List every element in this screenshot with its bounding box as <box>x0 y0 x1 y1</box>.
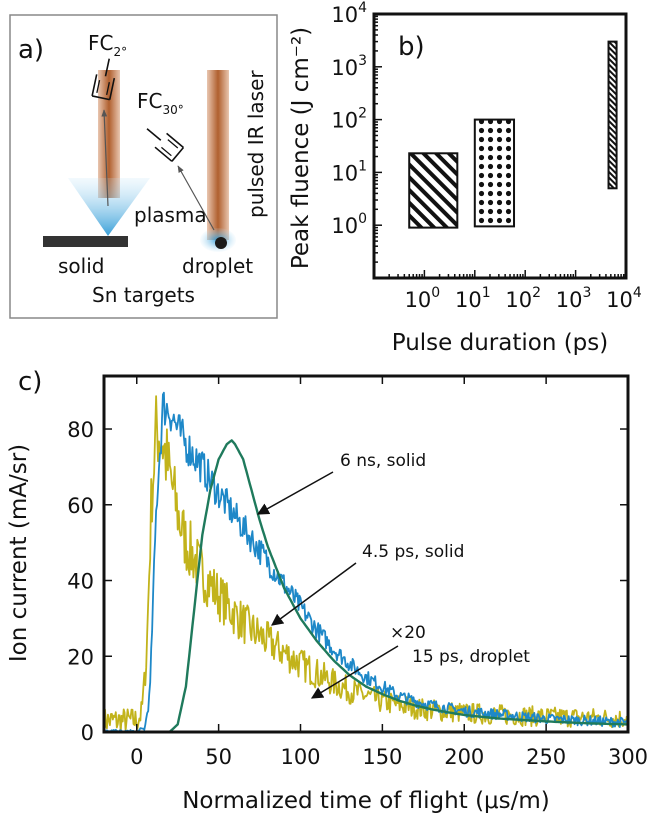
pulse-range-fine-hatch <box>607 40 618 190</box>
panel-b-xtick-label: 103 <box>556 285 592 312</box>
plasma-label: plasma <box>134 203 207 227</box>
panel-c-ytick-label: 60 <box>67 494 94 518</box>
ion-path-arrow-solid <box>101 109 109 207</box>
annotation-x20: ×20 <box>390 623 426 643</box>
panel-b-ytick-label: 101 <box>331 158 367 185</box>
droplet-target <box>215 237 227 249</box>
faraday-cup-2deg-icon <box>91 58 116 101</box>
series-line-4-5-ps-solid <box>103 391 629 733</box>
panel-b-ticks <box>373 13 627 279</box>
panel-a-schematic: a) FC2° FC30° pulsed IR laser plasma sol… <box>9 14 278 319</box>
panel-c-xtick-label: 250 <box>526 745 566 769</box>
annotation-4-5ps: 4.5 ps, solid <box>362 542 464 562</box>
laser-beam-droplet <box>207 70 229 240</box>
panel-b-xtick-label: 104 <box>606 285 642 312</box>
annotation-arrow-15ps <box>310 645 399 699</box>
ion-path-arrow-droplet <box>177 165 215 231</box>
panel-c-ytick-label: 40 <box>67 570 94 594</box>
panel-c-chart: c) 0 20 40 60 80 0 50 100 150 200 250 300 6 ns, so… <box>6 367 648 814</box>
plasma-plume-solid <box>68 178 150 236</box>
targets-label: Sn targets <box>92 283 195 307</box>
panel-b-xtick-label: 100 <box>405 285 441 312</box>
panel-c-label: c) <box>18 367 42 397</box>
solid-target <box>43 236 128 247</box>
panel-c-series <box>103 391 629 734</box>
panel-c-ytick-label: 0 <box>81 721 94 745</box>
panel-c-xlabel: Normalized time of flight (μs/m) <box>182 788 550 814</box>
panel-b-xtick-label: 101 <box>455 285 491 312</box>
panel-c-xtick-labels: 0 50 100 150 200 250 300 <box>130 745 648 769</box>
laser-beam-solid <box>98 70 120 198</box>
fc30-label: FC30° <box>137 89 184 117</box>
panel-c-ytick-label: 80 <box>67 418 94 442</box>
panel-a-frame <box>9 14 278 319</box>
panel-b-ylabel: Peak fluence (J cm⁻²) <box>288 27 314 269</box>
annotation-arrow-6ns <box>256 471 334 515</box>
faraday-cup-30deg-icon <box>146 128 185 162</box>
panel-c-frame <box>102 374 630 734</box>
panel-c-ytick-label: 20 <box>67 645 94 669</box>
annotation-arrow-4-5ps <box>271 562 357 626</box>
laser-label: pulsed IR laser <box>244 70 268 218</box>
series-line-6-ns-solid <box>104 439 628 734</box>
panel-b-ytick-label: 103 <box>331 53 367 80</box>
panel-c-xtick-label: 300 <box>608 745 648 769</box>
panel-c-ticks <box>104 376 629 733</box>
panel-b-ytick-label: 100 <box>331 211 367 238</box>
droplet-label: droplet <box>182 254 253 278</box>
panel-b-ranges <box>408 40 618 229</box>
panel-c-xtick-label: 100 <box>280 745 320 769</box>
panel-c-ytick-labels: 0 20 40 60 80 <box>67 418 94 745</box>
panel-c-xtick-label: 0 <box>130 745 143 769</box>
annotation-15ps: 15 ps, droplet <box>412 647 530 667</box>
panel-b-chart: b) 100 101 102 103 104 100 101 102 103 104 Peak … <box>288 0 642 356</box>
panel-b-ytick-label: 102 <box>331 106 367 133</box>
panel-b-label: b) <box>398 32 425 62</box>
panel-b-xtick-labels: 100 101 102 103 104 <box>405 285 642 312</box>
fc2-label: FC2° <box>88 31 127 59</box>
panel-b-ytick-label: 104 <box>331 0 367 27</box>
panel-b-xtick-label: 102 <box>505 285 541 312</box>
panel-b-frame <box>372 12 628 280</box>
series-line-15-ps-droplet <box>103 395 629 733</box>
panel-b-ytick-labels: 100 101 102 103 104 <box>331 0 367 238</box>
panel-c-xtick-label: 50 <box>205 745 232 769</box>
pulse-range-dots <box>473 118 516 228</box>
panel-a-label: a) <box>18 35 44 65</box>
panel-c-xtick-label: 200 <box>444 745 484 769</box>
solid-label: solid <box>58 254 104 278</box>
panel-b-xlabel: Pulse duration (ps) <box>392 330 609 356</box>
panel-c-ylabel: Ion current (mA/sr) <box>6 444 32 662</box>
annotation-6ns: 6 ns, solid <box>340 451 426 471</box>
pulse-range-hatch <box>408 152 459 229</box>
panel-c-xtick-label: 150 <box>362 745 402 769</box>
